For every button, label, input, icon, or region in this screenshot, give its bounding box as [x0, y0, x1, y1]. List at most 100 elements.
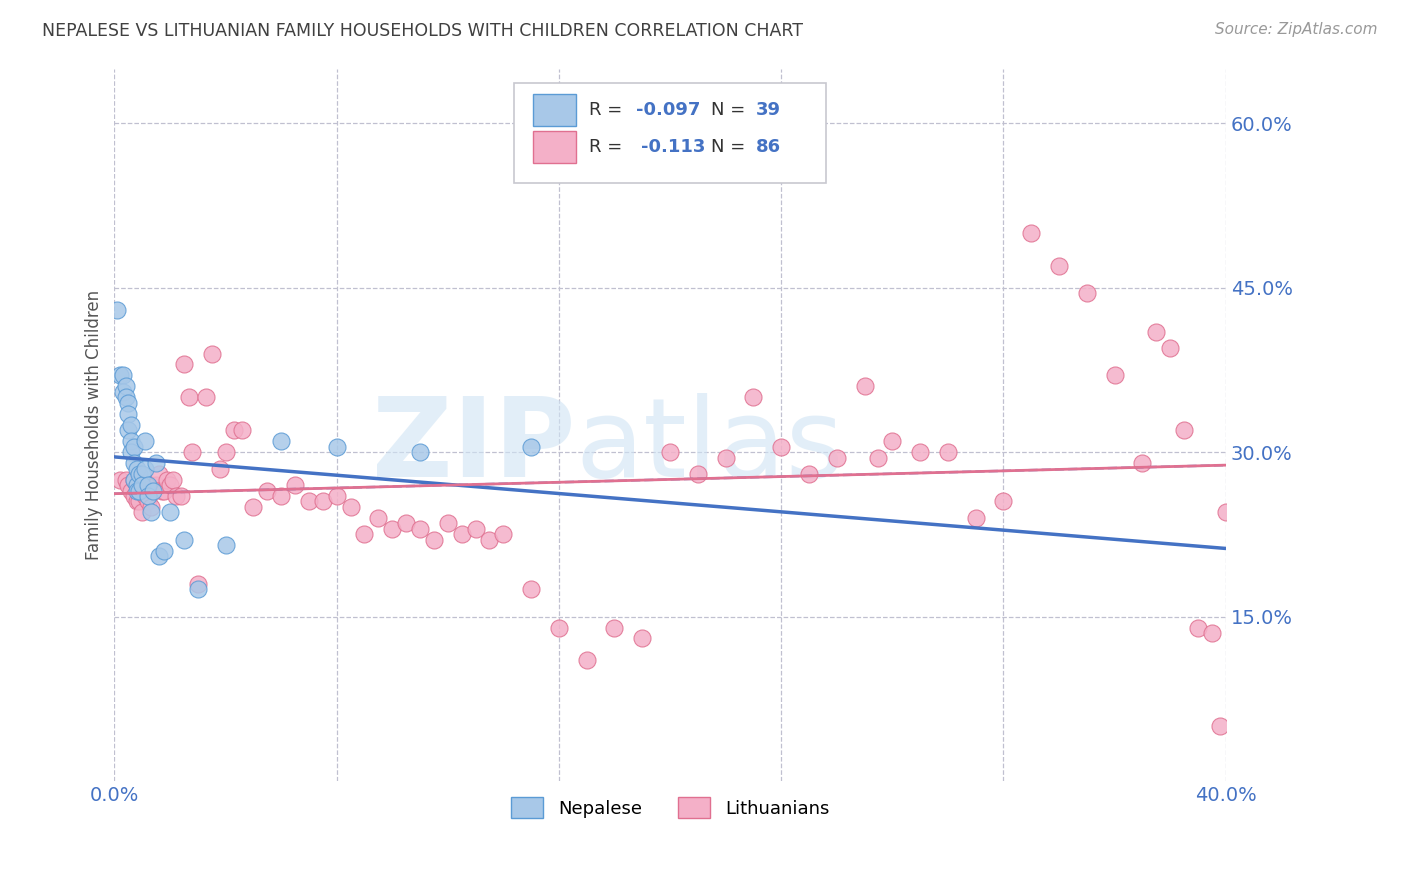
Point [231, 423, 253, 437]
Point [128, 483, 150, 498]
Point [125, 461, 148, 475]
Point [108, 368, 131, 383]
Point [162, 473, 184, 487]
Point [120, 445, 142, 459]
Point [409, 445, 432, 459]
Point [256, 483, 278, 498]
Point [114, 473, 136, 487]
Point [150, 483, 173, 498]
Point [122, 489, 145, 503]
Point [381, 522, 404, 536]
Point [195, 390, 218, 404]
Point [242, 500, 264, 514]
Point [520, 582, 543, 597]
Point [122, 440, 145, 454]
Point [298, 494, 321, 508]
Point [1019, 226, 1042, 240]
Point [208, 461, 231, 475]
Point [153, 544, 176, 558]
Point [936, 445, 959, 459]
Point [214, 538, 236, 552]
Point [187, 582, 209, 597]
Text: -0.113: -0.113 [641, 138, 706, 156]
Point [1215, 505, 1237, 519]
Point [325, 440, 347, 454]
FancyBboxPatch shape [533, 131, 575, 163]
Point [117, 396, 139, 410]
Point [270, 434, 292, 449]
Point [170, 489, 193, 503]
Point [1104, 368, 1126, 383]
Point [173, 533, 195, 547]
Text: -0.097: -0.097 [636, 101, 700, 119]
Point [908, 445, 931, 459]
Point [131, 467, 153, 481]
Point [117, 423, 139, 437]
Point [114, 390, 136, 404]
Point [714, 450, 737, 465]
Point [145, 478, 167, 492]
Point [853, 379, 876, 393]
Point [173, 358, 195, 372]
Point [134, 489, 156, 503]
Legend: Nepalese, Lithuanians: Nepalese, Lithuanians [503, 790, 837, 825]
Point [1047, 259, 1070, 273]
Point [353, 527, 375, 541]
Point [222, 423, 245, 437]
Text: ZIP: ZIP [373, 392, 575, 500]
Point [125, 483, 148, 498]
Point [409, 522, 432, 536]
Point [478, 533, 501, 547]
Point [492, 527, 515, 541]
Point [114, 379, 136, 393]
Point [603, 621, 626, 635]
Point [131, 478, 153, 492]
FancyBboxPatch shape [533, 94, 575, 126]
Point [125, 478, 148, 492]
Point [1201, 626, 1223, 640]
Point [111, 384, 134, 399]
Point [134, 434, 156, 449]
Point [659, 445, 682, 459]
Y-axis label: Family Households with Children: Family Households with Children [86, 290, 103, 560]
Text: atlas: atlas [575, 392, 844, 500]
Point [575, 653, 598, 667]
Point [128, 483, 150, 498]
Point [125, 478, 148, 492]
Point [117, 407, 139, 421]
Point [1076, 286, 1098, 301]
Point [284, 478, 307, 492]
Point [117, 478, 139, 492]
Point [122, 473, 145, 487]
Point [214, 445, 236, 459]
Text: 39: 39 [755, 101, 780, 119]
Point [1187, 621, 1209, 635]
Point [179, 390, 201, 404]
Point [312, 494, 335, 508]
Point [965, 511, 987, 525]
Text: N =: N = [711, 101, 751, 119]
Point [882, 434, 904, 449]
Point [139, 478, 162, 492]
Point [145, 456, 167, 470]
Point [108, 473, 131, 487]
Point [148, 549, 170, 564]
Point [181, 445, 204, 459]
Text: 86: 86 [755, 138, 780, 156]
Point [1173, 423, 1195, 437]
Point [136, 489, 159, 503]
Point [1144, 325, 1167, 339]
Point [825, 450, 848, 465]
Point [125, 494, 148, 508]
Point [686, 467, 709, 481]
Point [111, 368, 134, 383]
Point [770, 440, 793, 454]
Point [122, 456, 145, 470]
Point [159, 478, 181, 492]
Point [128, 494, 150, 508]
Point [339, 500, 361, 514]
Point [464, 522, 486, 536]
Point [153, 483, 176, 498]
Point [1209, 719, 1232, 733]
Point [120, 417, 142, 432]
